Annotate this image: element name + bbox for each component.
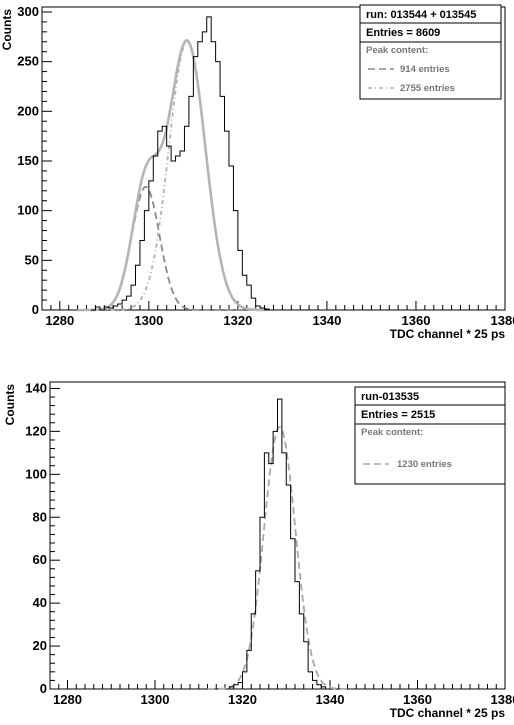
y-tick-label: 0 [40, 681, 47, 696]
fit-curve-peak2 [77, 40, 264, 311]
legend-box [359, 41, 502, 100]
x-tick-label: 1320 [228, 692, 257, 707]
y-tick-label: 300 [17, 4, 39, 19]
y-tick-label: 80 [33, 509, 47, 524]
x-tick-label: 1300 [141, 692, 170, 707]
y-tick-label: 100 [25, 466, 47, 481]
x-axis-title: TDC channel * 25 ps [390, 706, 506, 720]
stats-title: run-013535 [361, 391, 419, 403]
fit-curve-peak1 [77, 185, 264, 311]
x-axis-title: TDC channel * 25 ps [390, 327, 506, 341]
stats-title: run: 013544 + 013545 [366, 9, 476, 21]
fit-curve-total [77, 39, 264, 312]
x-tick-label: 1360 [402, 313, 431, 328]
y-axis-title: Counts [3, 384, 17, 426]
histogram-steps [228, 398, 327, 689]
stats-entries: Entries = 2515 [361, 409, 435, 421]
legend-title: Peak content: [361, 427, 423, 438]
fit-curves [77, 39, 264, 312]
x-tick-label: 1340 [312, 313, 341, 328]
x-tick-label: 1320 [223, 313, 252, 328]
histogram-steps [90, 16, 270, 311]
x-tick-label: 1340 [316, 692, 345, 707]
stats-entries: Entries = 8609 [366, 27, 440, 39]
y-tick-label: 200 [17, 103, 39, 118]
x-tick-label: 1360 [403, 692, 432, 707]
y-tick-label: 150 [17, 153, 39, 168]
x-tick-label: 1280 [45, 313, 74, 328]
legend-label-1: 1230 entries [397, 459, 452, 470]
y-tick-label: 50 [25, 252, 39, 267]
legend-label-2: 2755 entries [400, 83, 455, 94]
y-tick-label: 120 [25, 423, 47, 438]
fit-curve-peak [207, 426, 351, 690]
y-tick-label: 250 [17, 54, 39, 69]
y-axis-title: Counts [0, 9, 14, 51]
y-tick-label: 100 [17, 203, 39, 218]
legend-label-1: 914 entries [400, 64, 450, 75]
y-tick-label: 20 [33, 638, 47, 653]
y-tick-label: 0 [32, 302, 39, 317]
y-tick-label: 40 [33, 595, 47, 610]
legend-box [354, 423, 506, 485]
x-tick-label: 1300 [134, 313, 163, 328]
legend-title: Peak content: [366, 45, 428, 56]
y-tick-label: 60 [33, 552, 47, 567]
y-tick-label: 140 [25, 380, 47, 395]
x-tick-label: 1280 [53, 692, 82, 707]
fit-curves [207, 426, 351, 690]
